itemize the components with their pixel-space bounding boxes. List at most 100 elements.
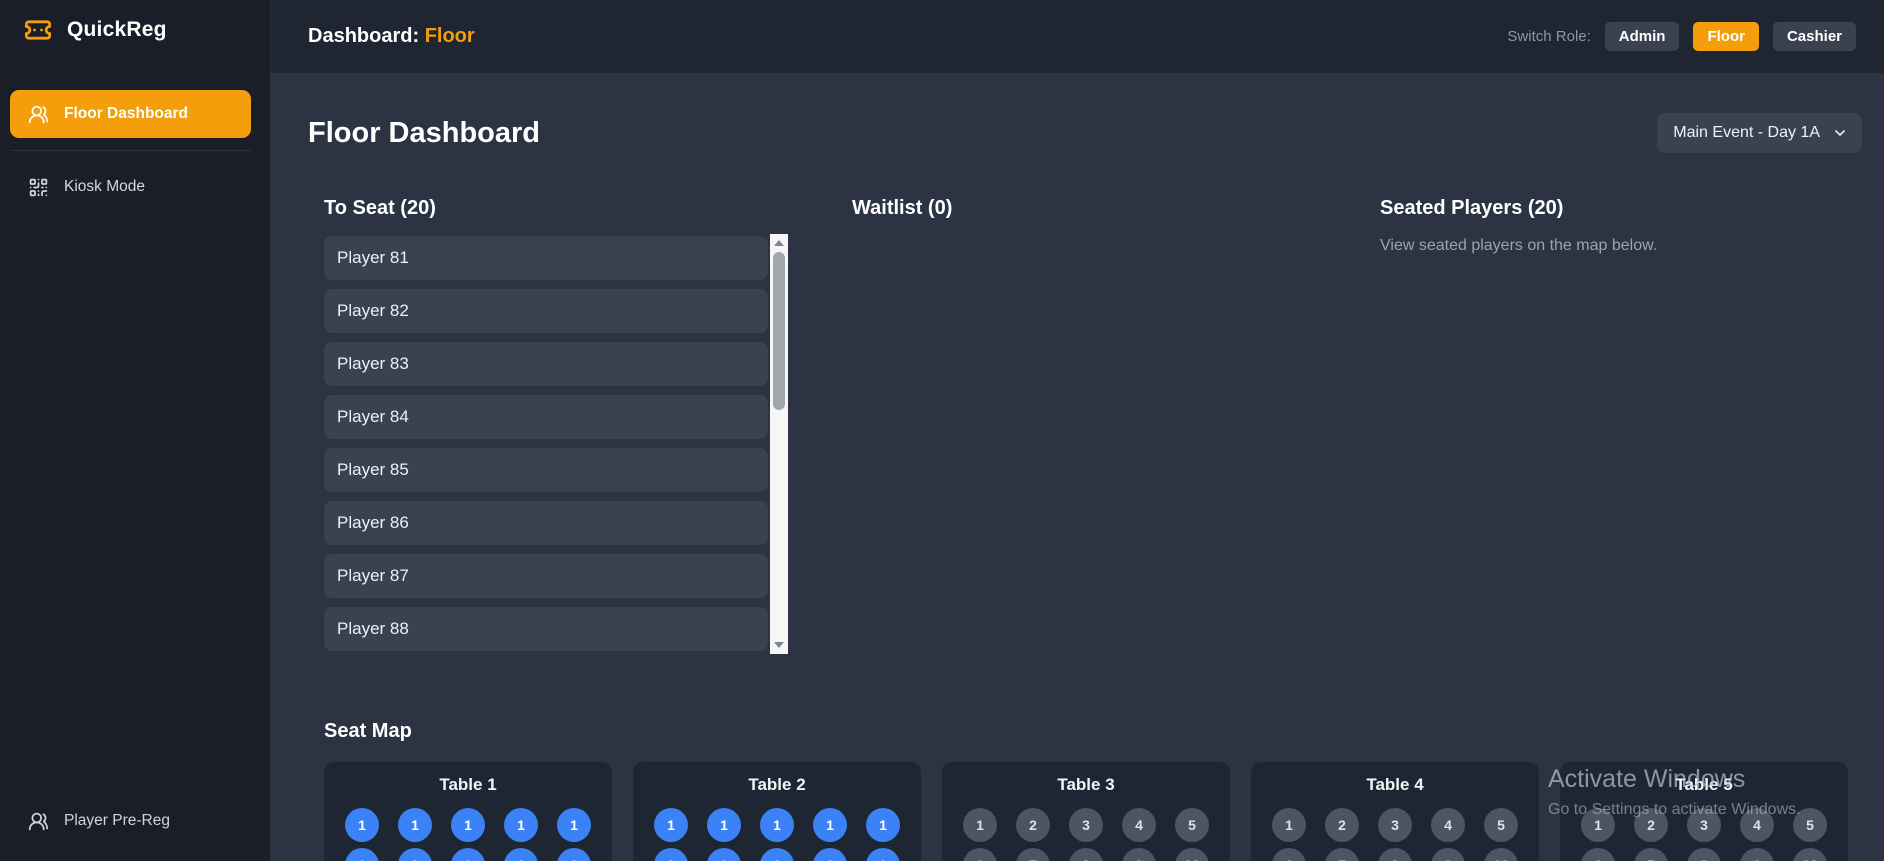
scrollbar-up-arrow[interactable] <box>770 234 788 251</box>
seat-empty[interactable]: 1 <box>1272 808 1306 842</box>
seat-occupied[interactable]: 1 <box>654 808 688 842</box>
to-seat-player-item[interactable]: Player 85 <box>324 448 768 492</box>
scrollbar-thumb[interactable] <box>773 252 785 410</box>
sidebar-divider <box>10 150 251 151</box>
seat-occupied[interactable]: 1 <box>813 808 847 842</box>
to-seat-player-item[interactable]: Player 81 <box>324 236 768 280</box>
seat-occupied[interactable]: 1 <box>345 848 379 861</box>
seated-players-column: Seated Players (20) View seated players … <box>1380 197 1844 654</box>
to-seat-scrollbar[interactable] <box>770 234 788 654</box>
to-seat-player-item[interactable]: Player 84 <box>324 395 768 439</box>
seat-empty[interactable]: 6 <box>1272 848 1306 861</box>
seat-occupied[interactable]: 1 <box>451 848 485 861</box>
table-card: Table 21111111111 <box>633 762 921 861</box>
seat-empty[interactable]: 5 <box>1175 808 1209 842</box>
seat-empty[interactable]: 2 <box>1016 808 1050 842</box>
sidebar-spacer <box>0 211 270 797</box>
users-icon <box>28 105 49 123</box>
seat-empty[interactable]: 8 <box>1687 848 1721 861</box>
role-button-admin[interactable]: Admin <box>1604 22 1680 51</box>
app-title: QuickReg <box>67 18 167 41</box>
seat-occupied[interactable]: 1 <box>760 848 794 861</box>
role-button-floor[interactable]: Floor <box>1693 22 1759 51</box>
seat-empty[interactable]: 4 <box>1431 808 1465 842</box>
seat-occupied[interactable]: 1 <box>398 808 432 842</box>
seat-occupied[interactable]: 1 <box>813 848 847 861</box>
seats-grid: 1111111111 <box>654 808 900 861</box>
waitlist-heading: Waitlist (0) <box>852 197 953 219</box>
sidebar: QuickReg Floor Dashboard Kiosk Mode Play… <box>0 0 271 861</box>
seat-empty[interactable]: 2 <box>1325 808 1359 842</box>
seat-empty[interactable]: 8 <box>1378 848 1412 861</box>
seat-occupied[interactable]: 1 <box>654 848 688 861</box>
seat-empty[interactable]: 9 <box>1431 848 1465 861</box>
seat-occupied[interactable]: 1 <box>866 848 900 861</box>
seat-empty[interactable]: 4 <box>1122 808 1156 842</box>
seat-empty[interactable]: 5 <box>1484 808 1518 842</box>
ticket-icon <box>24 20 52 40</box>
to-seat-list: Player 81 Player 82 Player 83 Player 84 Play… <box>324 234 788 654</box>
seat-occupied[interactable]: 1 <box>451 808 485 842</box>
to-seat-player-item[interactable]: Player 86 <box>324 501 768 545</box>
seat-empty[interactable]: 2 <box>1634 808 1668 842</box>
seat-empty[interactable]: 8 <box>1069 848 1103 861</box>
seat-occupied[interactable]: 1 <box>504 848 538 861</box>
seat-empty[interactable]: 6 <box>1581 848 1615 861</box>
main-panel: Floor Dashboard Main Event - Day 1A To S… <box>271 73 1884 861</box>
seat-empty[interactable]: 7 <box>1634 848 1668 861</box>
table-title: Table 4 <box>1366 775 1424 794</box>
seat-empty[interactable]: 10 <box>1175 848 1209 861</box>
qr-code-icon <box>29 178 48 196</box>
seat-occupied[interactable]: 1 <box>504 808 538 842</box>
to-seat-column: To Seat (20) Player 81 Player 82 Player 83… <box>324 197 788 654</box>
seat-empty[interactable]: 6 <box>963 848 997 861</box>
role-button-cashier[interactable]: Cashier <box>1772 22 1856 51</box>
sidebar-item-label: Player Pre-Reg <box>64 812 170 829</box>
seat-empty[interactable]: 9 <box>1740 848 1774 861</box>
seat-empty[interactable]: 3 <box>1378 808 1412 842</box>
scrollbar-down-arrow[interactable] <box>770 637 788 654</box>
to-seat-player-item[interactable]: Player 83 <box>324 342 768 386</box>
seat-empty[interactable]: 1 <box>1581 808 1615 842</box>
seat-occupied[interactable]: 1 <box>557 848 591 861</box>
to-seat-player-item[interactable]: Player 87 <box>324 554 768 598</box>
event-select-dropdown[interactable]: Main Event - Day 1A <box>1657 113 1862 153</box>
to-seat-player-item[interactable]: Player 82 <box>324 289 768 333</box>
topbar-title-prefix: Dashboard: <box>308 25 420 47</box>
main-header-row: Floor Dashboard Main Event - Day 1A <box>271 73 1884 153</box>
to-seat-list-items: Player 81 Player 82 Player 83 Player 84 Play… <box>324 236 768 654</box>
sidebar-item-label: Floor Dashboard <box>64 105 189 122</box>
seat-occupied[interactable]: 1 <box>345 808 379 842</box>
seat-empty[interactable]: 9 <box>1122 848 1156 861</box>
content-area: Dashboard: Floor Switch Role: Admin Floor… <box>271 0 1884 861</box>
seat-occupied[interactable]: 1 <box>557 808 591 842</box>
seat-empty[interactable]: 10 <box>1793 848 1827 861</box>
role-switcher: Switch Role: Admin Floor Cashier <box>1507 22 1856 51</box>
seat-empty[interactable]: 1 <box>963 808 997 842</box>
chevron-down-icon <box>1835 130 1845 136</box>
topbar-title: Dashboard: Floor <box>308 25 475 48</box>
seat-empty[interactable]: 5 <box>1793 808 1827 842</box>
to-seat-player-item[interactable]: Player 88 <box>324 607 768 651</box>
seat-occupied[interactable]: 1 <box>398 848 432 861</box>
seat-occupied[interactable]: 1 <box>866 808 900 842</box>
seat-occupied[interactable]: 1 <box>760 808 794 842</box>
sidebar-item-player-pre-reg[interactable]: Player Pre-Reg <box>10 797 251 845</box>
users-icon <box>28 812 49 830</box>
seat-empty[interactable]: 4 <box>1740 808 1774 842</box>
sidebar-item-floor-dashboard[interactable]: Floor Dashboard <box>10 90 251 138</box>
table-card: Table 11111111111 <box>324 762 612 861</box>
seat-occupied[interactable]: 1 <box>707 848 741 861</box>
seat-empty[interactable]: 3 <box>1687 808 1721 842</box>
seat-empty[interactable]: 7 <box>1325 848 1359 861</box>
status-columns: To Seat (20) Player 81 Player 82 Player 83… <box>324 197 1884 654</box>
seat-empty[interactable]: 7 <box>1016 848 1050 861</box>
seat-occupied[interactable]: 1 <box>707 808 741 842</box>
seat-empty[interactable]: 3 <box>1069 808 1103 842</box>
sidebar-item-kiosk-mode[interactable]: Kiosk Mode <box>10 163 251 211</box>
seat-empty[interactable]: 10 <box>1484 848 1518 861</box>
